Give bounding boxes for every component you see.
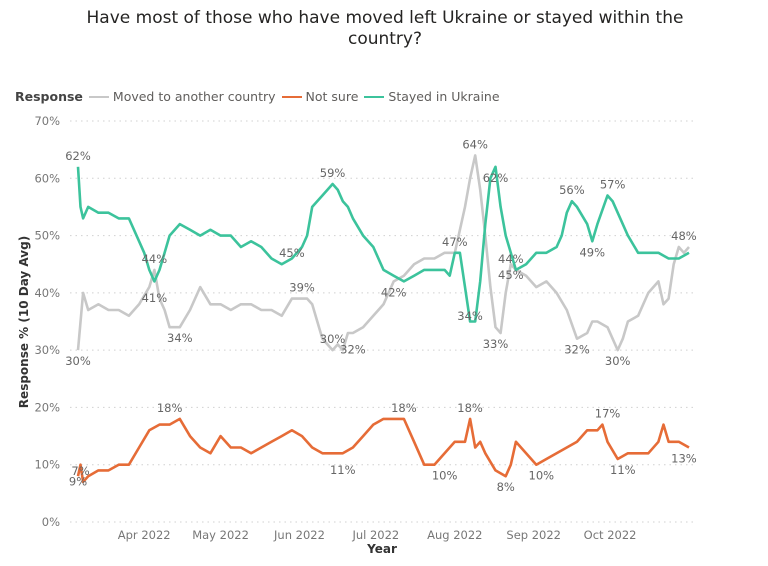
x-tick-label: Oct 2022 bbox=[584, 528, 637, 542]
x-axis-title: Year bbox=[366, 542, 397, 556]
data-label: 57% bbox=[600, 177, 626, 191]
data-label: 9% bbox=[69, 474, 87, 488]
chart-title: Have most of those who have moved left U… bbox=[86, 8, 684, 49]
y-tick-label: 60% bbox=[34, 171, 60, 185]
data-label: 44% bbox=[142, 252, 168, 266]
data-label: 18% bbox=[157, 401, 183, 415]
data-label: 41% bbox=[142, 291, 168, 305]
data-label: 10% bbox=[529, 469, 555, 483]
data-label: 64% bbox=[462, 137, 488, 151]
series-line-moved[interactable] bbox=[76, 154, 690, 352]
series-line-stayed[interactable] bbox=[76, 165, 690, 323]
data-label: 30% bbox=[605, 354, 631, 368]
data-label: 30% bbox=[65, 354, 91, 368]
y-tick-label: 40% bbox=[34, 286, 60, 300]
y-tick-label: 0% bbox=[42, 515, 60, 529]
legend-item-moved[interactable]: Moved to another country bbox=[88, 89, 276, 104]
data-labels: 30%41%34%39%30%32%42%64%33%45%32%30%48%7… bbox=[65, 137, 697, 494]
data-label: 34% bbox=[457, 309, 483, 323]
legend-item-not-sure[interactable]: Not sure bbox=[281, 89, 359, 104]
data-label: 17% bbox=[595, 407, 621, 421]
legend-label-not-sure: Not sure bbox=[305, 89, 359, 104]
x-tick-label: Jul 2022 bbox=[351, 528, 399, 542]
data-label: 18% bbox=[391, 401, 417, 415]
x-tick-label: May 2022 bbox=[192, 528, 249, 542]
data-label: 56% bbox=[559, 183, 585, 197]
series-line-not-sure[interactable] bbox=[76, 417, 690, 484]
data-label: 11% bbox=[610, 463, 636, 477]
y-axis-ticks: 0% 10% 20% 30% 40% 50% 60% 70% bbox=[34, 114, 60, 529]
data-label: 59% bbox=[320, 166, 346, 180]
data-label: 34% bbox=[167, 331, 193, 345]
data-label: 44% bbox=[498, 252, 524, 266]
y-axis-title: Response % (10 Day Avg) bbox=[17, 236, 31, 408]
y-tick-label: 30% bbox=[34, 343, 60, 357]
data-label: 48% bbox=[671, 229, 697, 243]
x-tick-label: Sep 2022 bbox=[506, 528, 561, 542]
y-tick-label: 70% bbox=[34, 114, 60, 128]
legend-label-moved: Moved to another country bbox=[112, 89, 276, 104]
legend-label-stayed: Stayed in Ukraine bbox=[388, 89, 500, 104]
data-label: 30% bbox=[320, 332, 346, 346]
data-label: 7% bbox=[71, 464, 89, 478]
data-label: 49% bbox=[579, 245, 605, 259]
data-label: 10% bbox=[432, 469, 458, 483]
data-label: 18% bbox=[457, 401, 483, 415]
legend-swatch-stayed bbox=[364, 95, 385, 98]
legend-swatch-not-sure bbox=[281, 95, 302, 98]
data-label: 33% bbox=[483, 337, 509, 351]
data-label: 45% bbox=[279, 246, 305, 260]
data-label: 39% bbox=[289, 281, 315, 295]
gridlines bbox=[70, 120, 697, 523]
y-tick-label: 10% bbox=[34, 458, 60, 472]
data-label: 47% bbox=[442, 235, 468, 249]
data-label: 13% bbox=[671, 452, 697, 466]
x-tick-label: Apr 2022 bbox=[118, 528, 171, 542]
x-tick-label: Jun 2022 bbox=[273, 528, 325, 542]
data-label: 32% bbox=[564, 343, 590, 357]
legend: Response Moved to another country Not su… bbox=[15, 89, 506, 104]
data-label: 11% bbox=[330, 463, 356, 477]
data-label: 45% bbox=[498, 268, 524, 282]
legend-title: Response bbox=[15, 89, 83, 104]
x-tick-label: Aug 2022 bbox=[427, 528, 482, 542]
data-label: 8% bbox=[497, 480, 515, 494]
legend-swatch-moved bbox=[88, 95, 109, 98]
series-lines bbox=[76, 154, 690, 484]
data-label: 62% bbox=[483, 171, 509, 185]
legend-item-stayed[interactable]: Stayed in Ukraine bbox=[364, 89, 500, 104]
data-label: 42% bbox=[381, 285, 407, 299]
y-tick-label: 20% bbox=[34, 400, 60, 414]
y-tick-label: 50% bbox=[34, 229, 60, 243]
data-label: 32% bbox=[340, 343, 366, 357]
x-axis-ticks: Apr 2022 May 2022 Jun 2022 Jul 2022 Aug 2022… bbox=[118, 528, 637, 542]
data-label: 62% bbox=[65, 149, 91, 163]
